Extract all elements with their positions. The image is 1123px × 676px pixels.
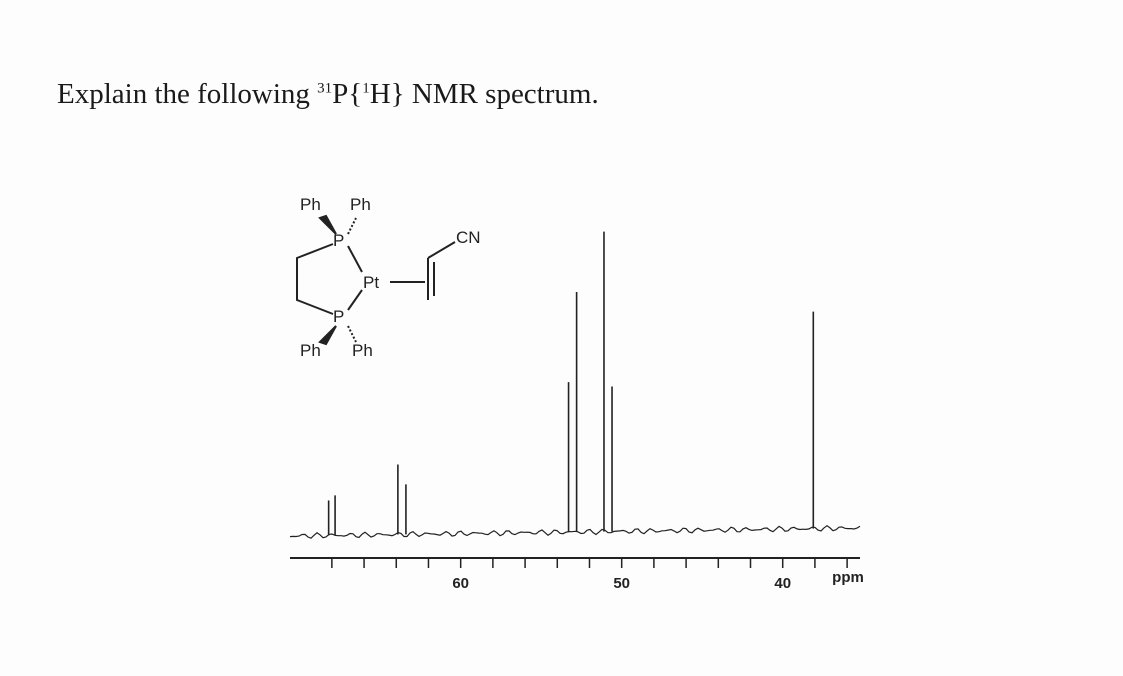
p-pt-bond (347, 289, 363, 311)
question-text: Explain the following (57, 78, 318, 110)
atom-label: Ph (300, 341, 321, 360)
atom-label: Ph (352, 341, 373, 360)
atom-label: CN (456, 228, 481, 247)
question-text: P{ (332, 78, 363, 110)
x-tick-label: 60 (452, 575, 469, 592)
wedge-bond (318, 325, 337, 346)
hash-bond (347, 217, 357, 235)
question-text: H} NMR spectrum. (369, 78, 599, 110)
p-pt-bond (347, 245, 363, 273)
atom-label: Pt (363, 273, 379, 292)
atom-label: P (333, 307, 344, 326)
x-tick-label: 40 (774, 575, 791, 592)
atom-label: Ph (350, 195, 371, 214)
x-tick-label: 50 (613, 575, 630, 592)
superscript: 31 (317, 80, 333, 97)
baseline (289, 524, 861, 539)
ring-bond (296, 243, 334, 315)
cn-bond (427, 241, 456, 259)
x-axis-label: ppm (832, 569, 864, 586)
atom-label: P (333, 231, 344, 250)
question: Explain the following 31P{1H} NMR spectr… (57, 78, 599, 111)
superscript: 1 (362, 80, 370, 97)
structure-bonds (296, 214, 456, 346)
wedge-bond (318, 214, 337, 235)
atom-label: Ph (300, 195, 321, 214)
hash-bond (347, 325, 357, 343)
